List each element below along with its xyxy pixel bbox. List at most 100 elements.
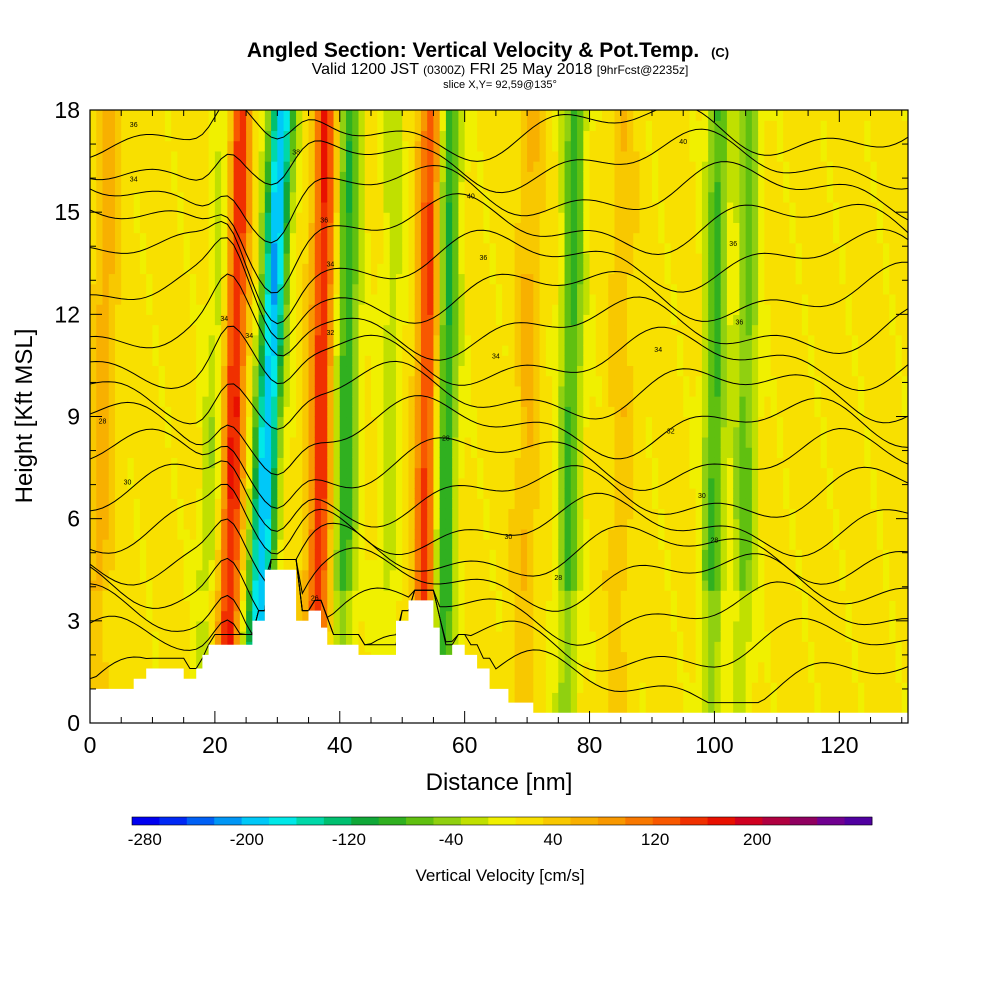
colorbar-swatch [351, 817, 380, 825]
isentrope-label: 30 [698, 493, 706, 500]
isentrope-label: 36 [729, 241, 737, 248]
isentrope-label: 26 [311, 595, 319, 602]
x-tick-label: 80 [577, 732, 603, 758]
isentrope-line [90, 559, 908, 704]
colorbar-swatch [378, 817, 407, 825]
colorbar-tick-label: 200 [743, 830, 771, 849]
plot-area: 2830363434343836343226284036343028403432… [54, 97, 909, 758]
colorbar-swatch [186, 817, 215, 825]
colorbar-swatch [241, 817, 270, 825]
isentrope-line [90, 273, 908, 361]
colorbar-tick-label: 40 [544, 830, 563, 849]
isentrope-label: 28 [711, 538, 719, 545]
chart-title: Angled Section: Vertical Velocity & Pot.… [247, 39, 729, 62]
colorbar-swatch [597, 817, 626, 825]
isentrope-label: 30 [124, 480, 132, 487]
isentrope-line [90, 518, 908, 586]
colorbar-tick-label: -120 [332, 830, 366, 849]
colorbar-tick-label: -40 [439, 830, 464, 849]
valid-line: Valid 1200 JST (0300Z) FRI 25 May 2018 [… [312, 61, 689, 78]
isentrope-contours [90, 110, 908, 704]
isentrope-line [90, 110, 908, 162]
isentrope-label: 32 [327, 330, 335, 337]
colorbar-swatch [159, 817, 188, 825]
isentrope-label: 40 [679, 139, 687, 146]
chart-title-main: Angled Section: Vertical Velocity & Pot.… [247, 39, 699, 62]
colorbar-swatch [625, 817, 654, 825]
isentrope-line [90, 427, 908, 509]
colorbar: -280 -200 -120 -40 40 120 200 [128, 816, 873, 849]
colorbar-swatch [214, 817, 243, 825]
isentrope-label: 34 [327, 262, 335, 269]
y-tick-label: 6 [67, 506, 80, 532]
x-tick-label: 120 [820, 732, 858, 758]
isentrope-label: 30 [505, 534, 513, 541]
x-tick-label: 60 [452, 732, 478, 758]
isentrope-label: 28 [442, 435, 450, 442]
isentrope-label: 36 [736, 320, 744, 327]
colorbar-swatch [132, 817, 160, 825]
isentrope-line [90, 559, 908, 672]
colorbar-swatch [433, 817, 462, 825]
colorbar-swatch [762, 817, 791, 825]
colorbar-swatch [680, 817, 708, 825]
y-tick-label: 0 [67, 710, 80, 736]
slice-line: slice X,Y= 92,59@135° [443, 79, 557, 91]
colorbar-swatch [460, 817, 489, 825]
x-tick-label: 0 [84, 732, 97, 758]
isentrope-line [90, 360, 908, 430]
isentrope-label: 28 [99, 418, 107, 425]
valid-z: (0300Z) [423, 63, 465, 77]
colorbar-swatch [844, 817, 873, 825]
terrain [90, 569, 908, 723]
isentrope-label: 36 [480, 255, 488, 262]
isentrope-line [90, 460, 908, 532]
isentrope-line [90, 220, 908, 325]
isentrope-line [90, 483, 908, 557]
colorbar-swatch [817, 817, 845, 825]
x-axis-label: Distance [nm] [426, 769, 573, 796]
colorbar-swatch [269, 817, 297, 825]
isentrope-line [90, 395, 908, 476]
valid-fcst: [9hrFcst@2235z] [597, 63, 689, 77]
isentrope-label: 32 [667, 429, 675, 436]
x-tick-label: 20 [202, 732, 228, 758]
y-tick-label: 15 [54, 199, 80, 225]
isentrope-line [90, 547, 908, 612]
chart-title-unit: (C) [711, 45, 729, 60]
valid-date: FRI 25 May 2018 [470, 61, 593, 78]
colorbar-swatch [406, 817, 434, 825]
colorbar-swatch [707, 817, 736, 825]
isentrope-line [90, 559, 908, 646]
colorbar-tick-label: 120 [641, 830, 669, 849]
isentrope-label: 34 [130, 177, 138, 184]
velocity-heatmap [90, 110, 908, 723]
valid-prefix: Valid 1200 JST [312, 61, 420, 78]
isentrope-label: 34 [654, 347, 662, 354]
colorbar-tick-label: -280 [128, 830, 162, 849]
y-tick-label: 9 [67, 404, 80, 430]
colorbar-swatch [543, 817, 571, 825]
isentrope-labels: 28 30 36 34 34 34 38 36 34 32 26 28 40 36 34 30 28 40 34 32… [99, 122, 744, 602]
colorbar-swatch [570, 817, 599, 825]
y-axis-label: Height [Kft MSL] [11, 329, 38, 504]
colorbar-tick-label: -200 [230, 830, 264, 849]
y-tick-label: 12 [54, 301, 80, 327]
colorbar-swatch [296, 817, 325, 825]
isentrope-line [90, 237, 908, 340]
colorbar-swatch [515, 817, 544, 825]
terrain-fill [90, 569, 908, 723]
colorbar-swatch [488, 817, 517, 825]
isentrope-label: 28 [554, 575, 562, 582]
isentrope-label: 38 [292, 149, 300, 156]
y-tick-label: 18 [54, 97, 80, 123]
isentrope-label: 36 [130, 122, 138, 129]
isentrope-label: 34 [492, 354, 500, 361]
isentrope-label: 40 [467, 194, 475, 201]
x-tick-label: 40 [327, 732, 353, 758]
x-tick-label: 100 [695, 732, 733, 758]
isentrope-line [90, 325, 908, 392]
y-tick-label: 3 [67, 608, 80, 634]
